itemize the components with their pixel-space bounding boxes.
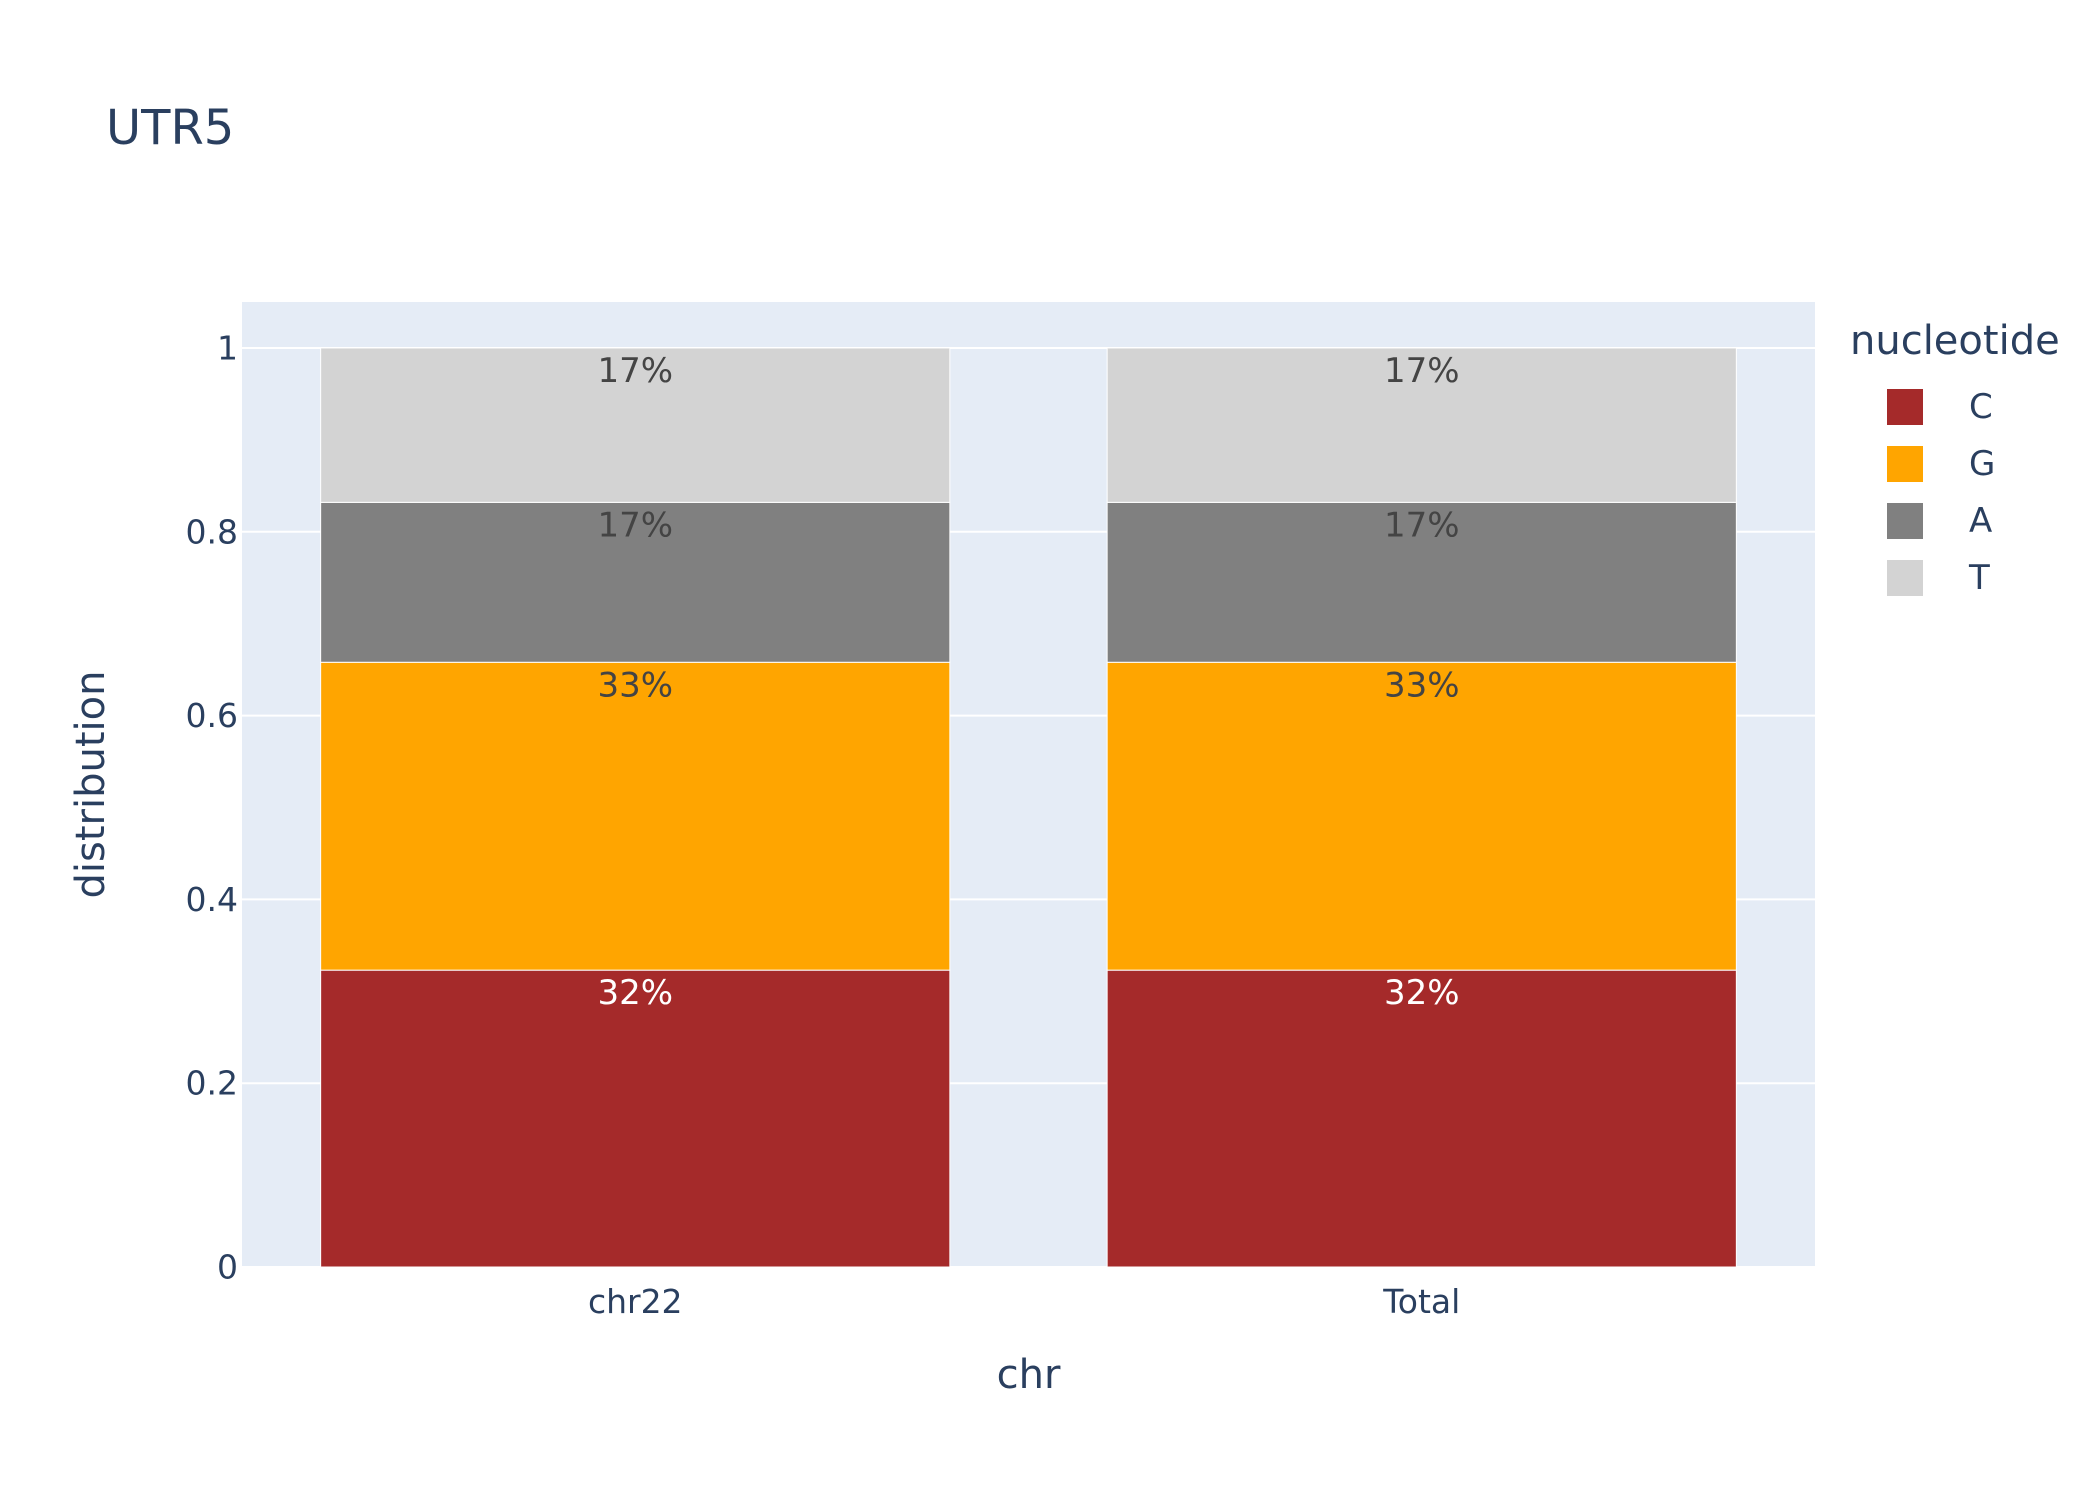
legend-swatch (1887, 559, 1923, 596)
x-axis-title: chr (997, 1352, 1061, 1398)
y-tick-label: 0.2 (186, 1064, 238, 1103)
y-tick-label: 1 (217, 328, 238, 367)
data-label-A-chr22: 17% (597, 505, 673, 545)
bar-A-chr22 (320, 501, 951, 663)
legend-item-T[interactable]: T (1850, 549, 2060, 606)
chart-title: UTR5 (106, 100, 235, 156)
y-tick-label: 0.4 (186, 880, 238, 919)
data-label-G-Total: 33% (1384, 665, 1460, 705)
data-label-T-chr22: 17% (597, 351, 673, 391)
data-label-C-Total: 32% (1384, 973, 1460, 1013)
legend-label: G (1969, 443, 1996, 484)
y-tick-label: 0.8 (186, 512, 238, 551)
legend-swatch (1887, 502, 1923, 539)
y-tick-label: 0.6 (186, 696, 238, 735)
legend-swatch (1887, 445, 1923, 482)
x-tick-label: Total (1382, 1282, 1460, 1321)
legend-item-C[interactable]: C (1850, 378, 2060, 435)
legend-title: nucleotide (1850, 318, 2060, 364)
data-label-G-chr22: 33% (597, 665, 673, 705)
y-tick-label: 0 (217, 1248, 238, 1287)
x-tick-label: chr22 (588, 1282, 683, 1321)
bar-T-chr22 (320, 347, 951, 503)
legend-item-A[interactable]: A (1850, 492, 2060, 549)
bar-G-chr22 (320, 661, 951, 971)
legend-item-G[interactable]: G (1850, 435, 2060, 492)
data-label-T-Total: 17% (1384, 351, 1460, 391)
data-label-A-Total: 17% (1384, 505, 1460, 545)
bar-G-Total (1106, 661, 1737, 971)
bar-T-Total (1106, 347, 1737, 503)
bar-C-chr22 (320, 969, 951, 1268)
legend-label: A (1969, 500, 1993, 541)
data-label-C-chr22: 32% (597, 973, 673, 1013)
legend-label: T (1969, 557, 1990, 598)
bar-C-Total (1106, 969, 1737, 1268)
y-axis-title: distribution (68, 671, 114, 899)
legend-swatch (1887, 388, 1923, 425)
legend-label: C (1969, 386, 1993, 427)
